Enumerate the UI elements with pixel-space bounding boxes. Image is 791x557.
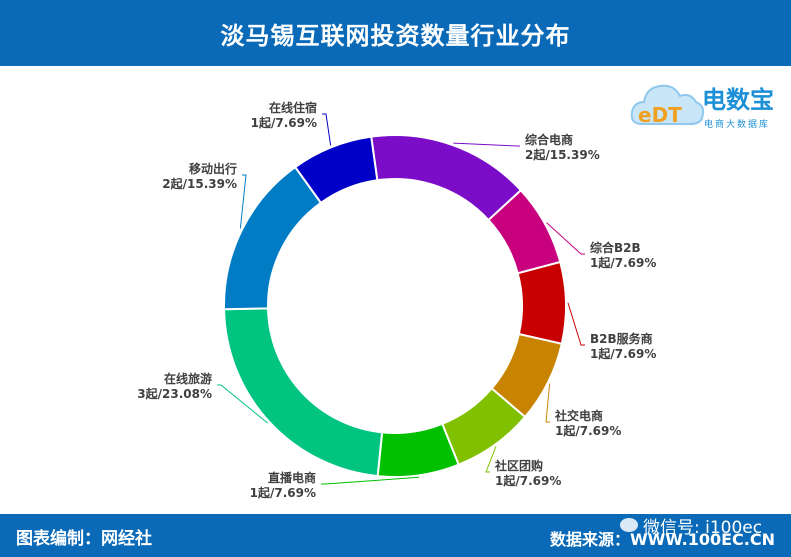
leader-line [453,142,520,147]
leader-line [545,383,551,423]
slice-name-label: B2B服务商 [590,331,653,346]
donut-slice [223,307,384,478]
donut-slice [293,135,379,205]
wechat-watermark: 微信号: i100ec [620,514,763,538]
donut-slice [370,134,523,222]
chart-title: 淡马锡互联网投资数量行业分布 [220,21,571,50]
donut-chart: 综合电商2起/15.39%综合B2B1起/7.69%B2B服务商1起/7.69%… [137,100,656,500]
edt-logo: eDT 电数宝 电商大数据库 [628,72,788,136]
leader-line [322,113,332,146]
slice-value-label: 2起/15.39% [525,147,600,162]
title-bar: 淡马锡互联网投资数量行业分布 [0,0,791,66]
logo-mark-text: eDT [638,103,682,127]
donut-slice [376,422,460,478]
slice-value-label: 1起/7.69% [590,255,656,270]
slice-value-label: 1起/7.69% [590,346,656,361]
leader-line [567,302,585,346]
logo-brand: 电数宝 [702,86,774,114]
slice-name-label: 在线旅游 [164,371,212,386]
cloud-logo-icon: eDT [630,84,705,127]
watermark-text: 微信号: i100ec [643,517,763,538]
leader-line [321,476,420,485]
logo-subtitle: 电商大数据库 [704,120,771,130]
leader-line [485,446,497,473]
slice-value-label: 2起/15.39% [162,176,237,191]
slice-name-label: 在线住宿 [269,100,317,115]
slice-name-label: 移动出行 [189,161,237,176]
leader-line [546,222,585,255]
slice-value-label: 1起/7.69% [555,423,621,438]
slice-name-label: 综合B2B [590,240,641,255]
slice-name-label: 综合电商 [525,132,573,147]
slice-value-label: 3起/23.08% [137,386,212,401]
leader-line [217,384,269,424]
slice-name-label: 社区团购 [494,458,543,473]
slice-name-label: 直播电商 [268,470,316,485]
footer-source: 数据来源：WWW.100EC.CN [549,530,775,549]
wechat-icon [620,518,638,532]
slice-value-label: 1起/7.69% [495,473,561,488]
footer-bar: 图表编制：网经社 数据来源：WWW.100EC.CN [0,514,791,557]
footer-credit: 图表编制：网经社 [16,529,152,549]
donut-slice [516,260,567,345]
donut-slice [223,165,323,311]
leader-line [239,174,247,229]
slice-value-label: 1起/7.69% [251,115,317,130]
slice-name-label: 社交电商 [554,408,603,423]
slice-value-label: 1起/7.69% [250,485,316,500]
